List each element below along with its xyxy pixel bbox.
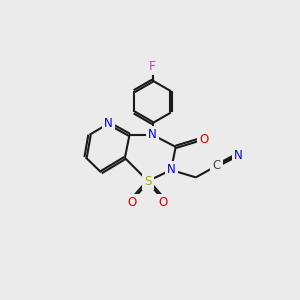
Text: O: O <box>199 133 208 146</box>
Text: S: S <box>144 175 152 188</box>
Text: N: N <box>148 128 157 141</box>
Text: C: C <box>212 159 221 172</box>
Text: F: F <box>149 60 156 73</box>
Text: N: N <box>234 149 242 162</box>
Text: N: N <box>104 117 113 130</box>
Text: N: N <box>167 164 176 176</box>
Text: O: O <box>128 196 137 209</box>
Text: O: O <box>159 196 168 209</box>
